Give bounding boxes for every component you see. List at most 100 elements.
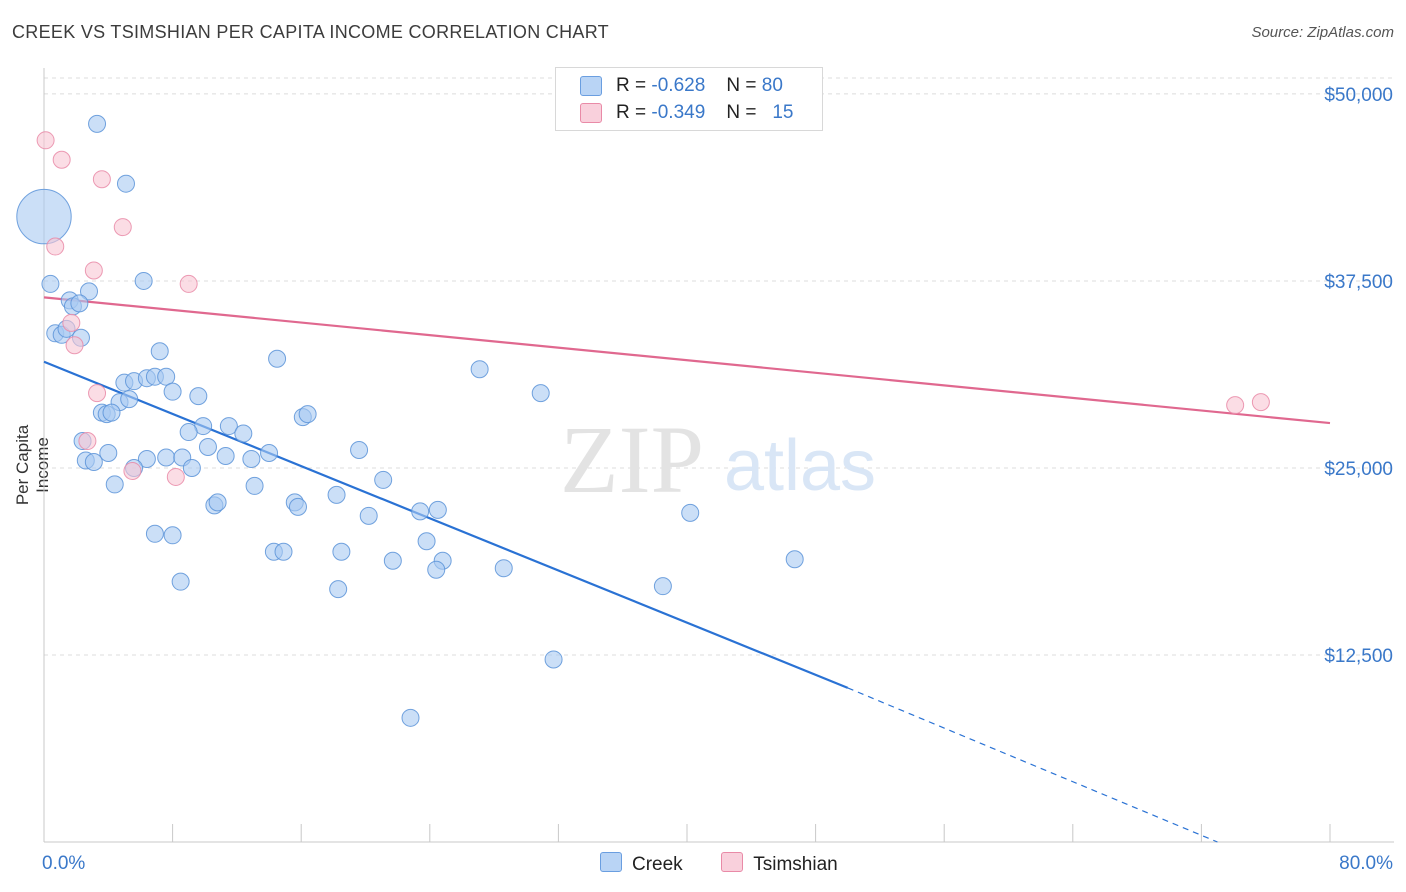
legend-item-tsimshian[interactable]: Tsimshian xyxy=(721,852,838,875)
creek-trendline xyxy=(43,360,849,689)
tsimshian-legend-swatch xyxy=(721,852,744,872)
watermark-zip: ZIP xyxy=(560,406,704,513)
creek-point-36 xyxy=(198,438,217,457)
creek-swatch xyxy=(580,75,602,96)
creek-point-15 xyxy=(470,360,489,379)
tsimshian-point-2 xyxy=(92,170,111,189)
creek-point-5 xyxy=(134,271,153,290)
watermark-atlas: atlas xyxy=(724,426,876,506)
correlation-legend: R = -0.628 N = 80 R = -0.349 N = 15 xyxy=(555,67,823,131)
chart-title: CREEK VS TSIMSHIAN PER CAPITA INCOME COR… xyxy=(12,22,609,42)
x-tick-label-max: 80.0% xyxy=(1339,853,1393,874)
tsimshian-point-14 xyxy=(1251,393,1270,412)
creek-point-74 xyxy=(653,577,672,596)
trendlines xyxy=(43,296,1331,843)
tsimshian-r-value: -0.349 xyxy=(651,102,706,123)
tsimshian-legend-label: Tsimshian xyxy=(753,854,838,875)
creek-point-70 xyxy=(494,559,513,578)
creek-point-22 xyxy=(189,387,208,406)
creek-point-20 xyxy=(157,367,176,386)
creek-point-1 xyxy=(88,114,107,133)
creek-point-69 xyxy=(427,560,446,579)
y-tick-label-1: $25,000 xyxy=(1324,459,1393,480)
creek-point-75 xyxy=(544,650,563,669)
r-label: R = xyxy=(616,102,647,123)
creek-point-59 xyxy=(428,500,447,519)
creek-point-73 xyxy=(329,580,348,599)
creek-point-21 xyxy=(163,382,182,401)
tsimshian-trendline xyxy=(43,296,1331,425)
tsimshian-point-10 xyxy=(78,432,97,451)
creek-point-56 xyxy=(288,497,307,516)
tsimshian-point-13 xyxy=(1226,396,1245,415)
creek-point-57 xyxy=(359,506,378,525)
y-tick-labels: $12,500 $25,000 $37,500 $50,000 xyxy=(1324,85,1393,667)
tsimshian-point-0 xyxy=(36,131,55,150)
creek-point-52 xyxy=(327,485,346,504)
creek-point-23 xyxy=(531,384,550,403)
creek-point-60 xyxy=(681,503,700,522)
creek-point-38 xyxy=(260,444,279,462)
creek-point-65 xyxy=(274,542,293,561)
y-tick-label-2: $37,500 xyxy=(1324,272,1393,293)
creek-point-4 xyxy=(80,282,99,301)
legend-row-creek: R = -0.628 N = 80 xyxy=(580,75,783,97)
creek-point-41 xyxy=(84,452,103,471)
data-points xyxy=(16,114,1270,727)
creek-point-48 xyxy=(182,458,201,477)
creek-point-67 xyxy=(383,551,402,570)
creek-point-61 xyxy=(145,524,164,543)
creek-point-0 xyxy=(16,188,72,245)
legend-row-tsimshian: R = -0.349 N = 15 xyxy=(580,102,793,124)
creek-point-76 xyxy=(401,708,420,727)
creek-point-66 xyxy=(332,542,351,561)
creek-point-63 xyxy=(417,532,436,551)
tsimshian-point-4 xyxy=(46,237,65,256)
creek-point-13 xyxy=(150,342,169,361)
tsimshian-point-9 xyxy=(88,384,107,403)
creek-point-34 xyxy=(234,424,253,443)
creek-point-62 xyxy=(163,526,182,545)
creek-point-25 xyxy=(120,390,139,409)
creek-point-50 xyxy=(245,476,264,495)
tsimshian-point-7 xyxy=(62,313,81,332)
tsimshian-point-12 xyxy=(166,467,185,486)
creek-legend-swatch xyxy=(600,852,622,872)
creek-point-14 xyxy=(268,349,287,368)
tsimshian-n-value: 15 xyxy=(772,102,794,123)
y-tick-label-3: $50,000 xyxy=(1324,85,1393,106)
creek-point-49 xyxy=(105,475,124,494)
creek-legend-label: Creek xyxy=(632,854,683,875)
n-label: N = xyxy=(726,75,757,96)
creek-r-value: -0.628 xyxy=(651,75,706,96)
creek-point-32 xyxy=(219,417,238,436)
creek-point-45 xyxy=(216,446,235,465)
tsimshian-point-8 xyxy=(65,336,84,355)
x-tick-label-min: 0.0% xyxy=(42,853,85,874)
x-tick-labels: 0.0% 80.0% xyxy=(42,853,1393,874)
creek-point-51 xyxy=(374,470,393,489)
creek-point-58 xyxy=(411,502,430,521)
creek-point-33 xyxy=(179,423,198,442)
tsimshian-point-6 xyxy=(179,274,198,293)
legend-item-creek[interactable]: Creek xyxy=(600,852,683,875)
series-legend: Creek Tsimshian xyxy=(600,852,838,876)
creek-point-72 xyxy=(171,572,190,591)
creek-point-30 xyxy=(298,405,317,424)
tsimshian-point-3 xyxy=(113,218,132,237)
creek-point-46 xyxy=(242,449,261,468)
creek-point-8 xyxy=(70,294,89,313)
tsimshian-point-1 xyxy=(52,150,71,169)
creek-point-54 xyxy=(208,493,227,512)
n-label: N = xyxy=(726,102,757,123)
creek-point-39 xyxy=(350,441,369,460)
source-label: Source: ZipAtlas.com xyxy=(1251,24,1394,41)
grid-lines xyxy=(44,77,1394,656)
creek-point-43 xyxy=(157,448,176,467)
creek-point-37 xyxy=(99,444,118,462)
watermark: ZIP atlas xyxy=(560,406,876,513)
creek-point-3 xyxy=(41,274,60,293)
creek-point-28 xyxy=(102,403,121,422)
tsimshian-point-5 xyxy=(84,261,103,280)
